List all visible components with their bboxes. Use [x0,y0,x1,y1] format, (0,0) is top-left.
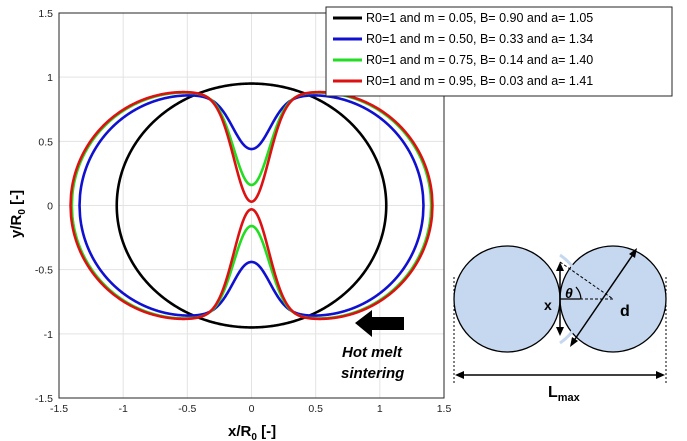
lmax-arrow-right-icon [656,371,665,379]
lmax-arrow-left-icon [455,371,464,379]
sintering-diagram: x θ d Lmax [453,245,667,404]
annotation-line-2: sintering [341,365,404,382]
theta-label: θ [565,285,573,301]
theta-arc [575,286,582,300]
y-tick-label: 0.5 [38,136,53,148]
series-curve-1 [115,82,388,329]
y-tick-label: 1.5 [38,8,53,20]
x-tick-label: 1.5 [437,403,452,415]
plot-frame [58,12,445,399]
x-label: x [544,297,552,313]
annotation-line-1: Hot melt [342,344,403,361]
y-tick-label: -1.5 [35,393,53,405]
x-tick-label: 0 [249,403,255,415]
legend-label: R0=1 and m = 0.50, B= 0.33 and a= 1.34 [366,32,593,46]
d-arrow-up-icon [629,248,637,258]
x-tick-label: 1 [377,403,383,415]
d-dimension-line [572,252,635,343]
x-arrow-down-icon [556,327,564,336]
x-axis-label: x/R0 [-] [228,423,276,441]
series-curve-2 [78,94,425,317]
radius-dashed [559,261,614,300]
legend: R0=1 and m = 0.05, B= 0.90 and a= 1.05 R0… [325,6,673,97]
legend-label: R0=1 and m = 0.75, B= 0.14 and a= 1.40 [366,53,593,67]
curves [69,82,434,329]
legend-box [325,6,673,97]
x-tick-label: -1 [118,403,127,415]
series-curve-4 [69,90,434,321]
hot-melt-annotation: Hot melt sintering [341,310,404,382]
lmax-label: Lmax [548,384,581,404]
d-arrow-down-icon [570,337,578,347]
x-tick-labels: -1.5 -1 -0.5 0 0.5 1 1.5 [50,403,451,415]
x-tick-label: -1.5 [50,403,68,415]
y-tick-label: 1 [47,72,53,84]
neck-cover [559,253,585,345]
legend-label: R0=1 and m = 0.05, B= 0.90 and a= 1.05 [366,11,593,25]
x-tick-label: 0.5 [308,403,323,415]
x-arrow-up-icon [556,262,564,271]
y-tick-label: -0.5 [35,265,53,277]
d-label: d [620,303,630,320]
y-axis-label: y/R0 [-] [8,190,28,238]
legend-label: R0=1 and m = 0.95, B= 0.03 and a= 1.41 [366,74,593,88]
y-tick-label: 0 [47,201,53,213]
left-arrow-icon [355,310,404,337]
y-tick-label: -1 [44,329,53,341]
x-tick-label: -0.5 [178,403,196,415]
y-tick-labels: 1.5 1 0.5 0 -0.5 -1 -1.5 [35,8,53,405]
